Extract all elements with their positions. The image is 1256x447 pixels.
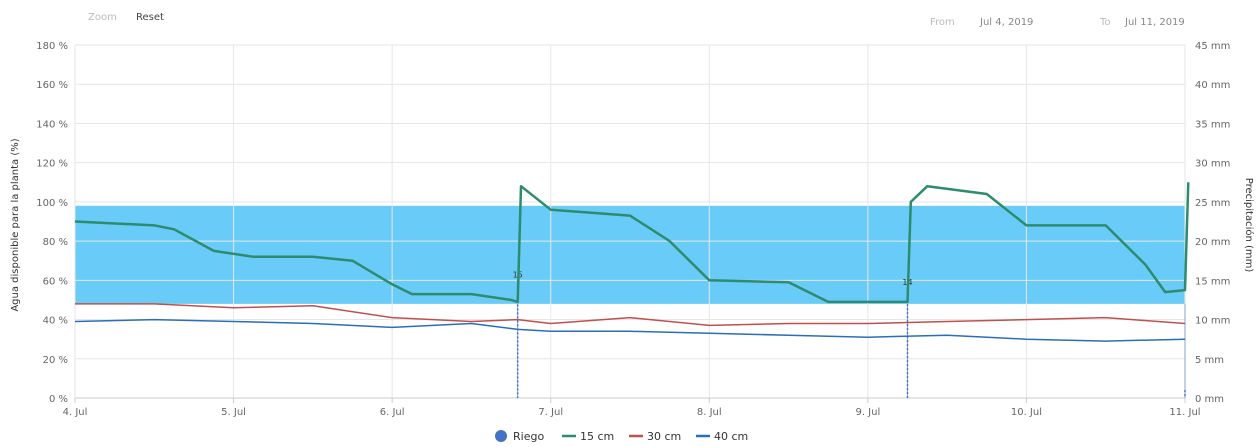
- y-tick-label: 60 %: [43, 276, 68, 287]
- y2-tick-label: 0 mm: [1195, 394, 1224, 405]
- x-tick-label: 8. Jul: [697, 407, 722, 418]
- y-tick-label: 100 %: [36, 198, 68, 209]
- y-tick-label: 160 %: [36, 80, 68, 91]
- legend-item-label: 40 cm: [714, 430, 748, 443]
- legend-item-label: 30 cm: [647, 430, 681, 443]
- legend-item-label: 15 cm: [580, 430, 614, 443]
- y-tick-label: 180 %: [36, 41, 68, 52]
- y2-tick-label: 30 mm: [1195, 159, 1230, 170]
- y-tick-label: 20 %: [43, 355, 68, 366]
- y-tick-label: 140 %: [36, 119, 68, 130]
- y2-tick-label: 35 mm: [1195, 119, 1230, 130]
- y-tick-label: 0 %: [49, 394, 68, 405]
- y-axis-title: Agua disponible para la planta (%): [10, 138, 21, 311]
- x-tick-label: 6. Jul: [380, 407, 405, 418]
- series-line-15-cm: [74, 182, 1190, 304]
- legend-riego-symbol: [495, 430, 507, 442]
- to-label: To: [1099, 17, 1111, 28]
- from-label: From: [930, 17, 955, 28]
- y2-tick-label: 10 mm: [1195, 316, 1230, 327]
- y2-tick-label: 40 mm: [1195, 80, 1230, 91]
- y2-tick-label: 15 mm: [1195, 276, 1230, 287]
- reset-zoom-button[interactable]: Reset: [136, 12, 164, 23]
- y2-axis-title: Precipitación (mm): [1243, 178, 1255, 273]
- optimal-range-band: [75, 205, 1185, 304]
- y2-tick-label: 20 mm: [1195, 237, 1230, 248]
- y2-tick-label: 25 mm: [1195, 198, 1230, 209]
- y2-tick-label: 5 mm: [1195, 355, 1224, 366]
- from-date-input[interactable]: Jul 4, 2019: [979, 17, 1033, 28]
- x-tick-label: 5. Jul: [221, 407, 246, 418]
- x-tick-label: 7. Jul: [538, 407, 563, 418]
- x-tick-label: 4. Jul: [63, 407, 88, 418]
- y-tick-label: 40 %: [43, 316, 68, 327]
- y2-tick-label: 45 mm: [1195, 41, 1230, 52]
- x-tick-label: 11. Jul: [1169, 407, 1200, 418]
- x-tick-label: 10. Jul: [1011, 407, 1042, 418]
- legend-item-label: Riego: [513, 430, 544, 443]
- series-line-40-cm: [74, 318, 1186, 342]
- zoom-label: Zoom: [88, 12, 117, 23]
- x-tick-label: 9. Jul: [855, 407, 880, 418]
- to-date-input[interactable]: Jul 11, 2019: [1124, 17, 1185, 28]
- y-tick-label: 80 %: [43, 237, 68, 248]
- series-line-30-cm: [75, 303, 1186, 327]
- y-tick-label: 120 %: [36, 159, 68, 170]
